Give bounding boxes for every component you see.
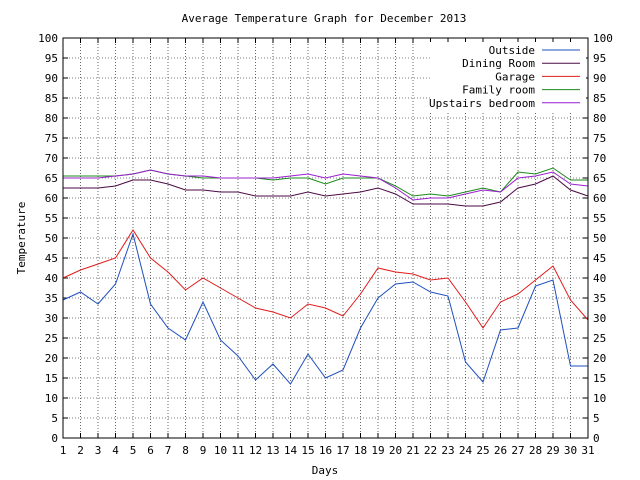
legend-label-dining-room: Dining Room — [462, 57, 535, 70]
y-tick-label: 55 — [45, 212, 58, 225]
y-axis-label: Temperature — [15, 202, 28, 275]
series-line-garage — [62, 229, 589, 329]
y-tick-label-right: 50 — [593, 232, 606, 245]
x-tick-label: 12 — [249, 444, 262, 457]
x-tick-label: 19 — [371, 444, 384, 457]
x-tick-label: 5 — [130, 444, 137, 457]
legend-background — [430, 42, 586, 112]
y-tick-label: 85 — [45, 92, 58, 105]
y-tick-label: 25 — [45, 332, 58, 345]
x-tick-label: 20 — [389, 444, 402, 457]
y-tick-label-right: 25 — [593, 332, 606, 345]
x-axis-label: Days — [312, 464, 339, 477]
x-tick-label: 29 — [546, 444, 559, 457]
y-tick-label: 75 — [45, 132, 58, 145]
x-tick-label: 14 — [284, 444, 298, 457]
y-tick-label-right: 35 — [593, 292, 606, 305]
x-tick-label: 22 — [424, 444, 437, 457]
y-tick-label: 50 — [45, 232, 58, 245]
legend-label-family-room: Family room — [462, 84, 535, 97]
x-tick-label: 9 — [200, 444, 207, 457]
x-tick-label: 23 — [441, 444, 454, 457]
y-tick-label-right: 95 — [593, 52, 606, 65]
y-tick-label: 10 — [45, 392, 58, 405]
y-tick-label-right: 100 — [593, 32, 613, 45]
y-tick-label: 80 — [45, 112, 58, 125]
y-tick-label-right: 85 — [593, 92, 606, 105]
y-tick-label: 15 — [45, 372, 58, 385]
x-tick-label: 2 — [77, 444, 84, 457]
legend-label-outside: Outside — [489, 44, 535, 57]
x-tick-label: 1 — [60, 444, 67, 457]
y-tick-label-right: 60 — [593, 192, 606, 205]
y-tick-label-right: 5 — [593, 412, 600, 425]
y-tick-label-right: 75 — [593, 132, 606, 145]
series-line-dining-room — [63, 175, 589, 207]
x-tick-label: 18 — [354, 444, 367, 457]
x-tick-label: 6 — [147, 444, 154, 457]
y-tick-label-right: 0 — [593, 432, 600, 445]
y-tick-label-right: 70 — [593, 152, 606, 165]
series-line-upstairs-bedroom — [63, 169, 589, 201]
y-tick-label-right: 90 — [593, 72, 606, 85]
x-tick-label: 4 — [112, 444, 119, 457]
x-tick-label: 21 — [406, 444, 419, 457]
x-tick-label: 10 — [214, 444, 227, 457]
x-tick-label: 7 — [165, 444, 172, 457]
y-tick-label: 60 — [45, 192, 58, 205]
y-tick-label: 35 — [45, 292, 58, 305]
x-tick-label: 16 — [319, 444, 332, 457]
y-tick-label-right: 20 — [593, 352, 606, 365]
series-line-outside — [62, 232, 588, 385]
x-tick-label: 17 — [336, 444, 349, 457]
x-tick-label: 11 — [231, 444, 244, 457]
x-tick-label: 3 — [95, 444, 102, 457]
y-tick-label: 95 — [45, 52, 58, 65]
y-tick-label: 5 — [51, 412, 58, 425]
x-tick-label: 24 — [459, 444, 473, 457]
x-tick-label: 8 — [182, 444, 189, 457]
y-tick-label: 30 — [45, 312, 58, 325]
y-tick-label-right: 40 — [593, 272, 606, 285]
y-tick-label: 65 — [45, 172, 58, 185]
x-tick-label: 26 — [494, 444, 507, 457]
y-tick-label-right: 55 — [593, 212, 606, 225]
y-tick-label: 0 — [51, 432, 58, 445]
y-tick-label-right: 65 — [593, 172, 606, 185]
legend-label-garage: Garage — [495, 70, 535, 83]
x-tick-label: 31 — [581, 444, 594, 457]
y-tick-label: 45 — [45, 252, 58, 265]
y-tick-label: 90 — [45, 72, 58, 85]
y-tick-label-right: 10 — [593, 392, 606, 405]
legend-label-upstairs-bedroom: Upstairs bedroom — [429, 97, 535, 110]
y-tick-label-right: 80 — [593, 112, 606, 125]
x-tick-label: 25 — [476, 444, 489, 457]
y-tick-label: 40 — [45, 272, 58, 285]
y-tick-label-right: 30 — [593, 312, 606, 325]
y-tick-label: 70 — [45, 152, 58, 165]
y-tick-label: 20 — [45, 352, 58, 365]
chart-title: Average Temperature Graph for December 2… — [182, 12, 467, 25]
x-tick-label: 13 — [266, 444, 279, 457]
y-tick-label-right: 45 — [593, 252, 606, 265]
x-tick-label: 28 — [529, 444, 542, 457]
plot-frame — [62, 37, 589, 439]
y-tick-label: 100 — [38, 32, 58, 45]
x-tick-label: 15 — [301, 444, 314, 457]
y-tick-label-right: 15 — [593, 372, 606, 385]
series-lines — [62, 167, 589, 385]
x-tick-label: 30 — [564, 444, 577, 457]
x-tick-label: 27 — [511, 444, 524, 457]
